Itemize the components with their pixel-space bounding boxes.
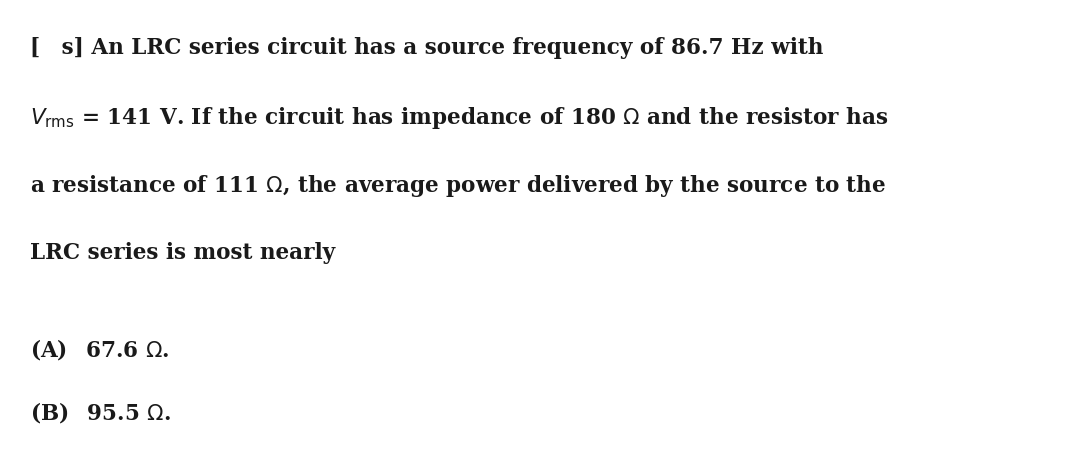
- Text: a resistance of 111 $\Omega$, the average power delivered by the source to the: a resistance of 111 $\Omega$, the averag…: [30, 173, 887, 199]
- Text: [  s] An LRC series circuit has a source frequency of 86.7 Hz with: [ s] An LRC series circuit has a source …: [30, 37, 824, 59]
- Text: (A)  67.6 $\Omega$.: (A) 67.6 $\Omega$.: [30, 337, 170, 362]
- Text: LRC series is most nearly: LRC series is most nearly: [30, 242, 336, 264]
- Text: $V_{\rm rms}$ = 141 V. If the circuit has impedance of 180 $\Omega$ and the resi: $V_{\rm rms}$ = 141 V. If the circuit ha…: [30, 105, 889, 131]
- Text: (B)  95.5 $\Omega$.: (B) 95.5 $\Omega$.: [30, 400, 171, 425]
